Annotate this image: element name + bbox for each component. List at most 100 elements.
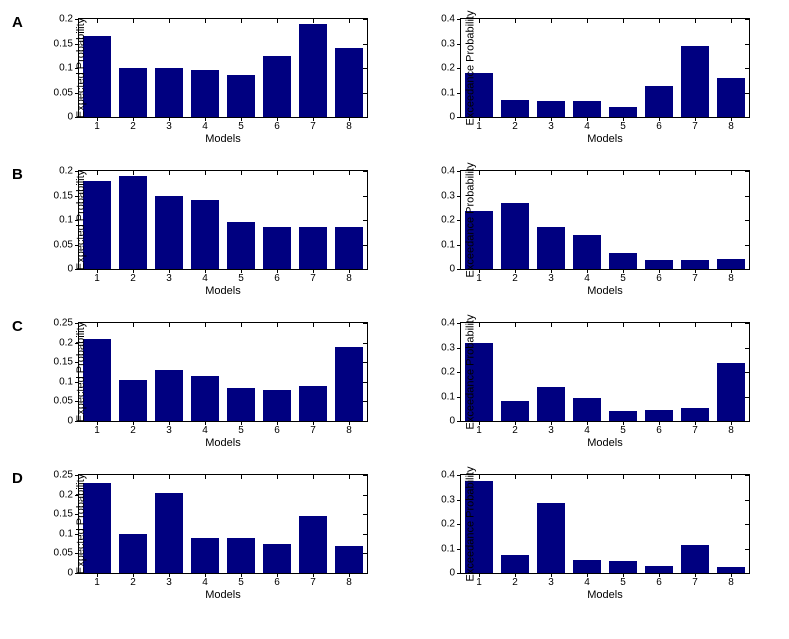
y-tick xyxy=(363,475,367,476)
y-tick xyxy=(363,117,367,118)
row-label: C xyxy=(12,318,23,335)
bar xyxy=(717,259,746,269)
x-tick-label: 2 xyxy=(512,425,518,436)
x-tick-label: 1 xyxy=(476,425,482,436)
y-tick xyxy=(363,171,367,172)
x-tick-label: 6 xyxy=(274,425,280,436)
x-tick-label: 2 xyxy=(512,273,518,284)
x-tick-label: 7 xyxy=(692,425,698,436)
x-tick-label: 1 xyxy=(476,121,482,132)
bar xyxy=(573,560,602,573)
x-tick xyxy=(169,171,170,175)
x-axis-label: Models xyxy=(587,285,622,297)
y-tick-label: 0 xyxy=(449,264,455,275)
x-tick-label: 6 xyxy=(656,121,662,132)
y-tick xyxy=(457,245,461,246)
bar xyxy=(119,68,148,117)
x-tick xyxy=(515,171,516,175)
x-tick-label: 1 xyxy=(476,577,482,588)
x-tick xyxy=(97,475,98,479)
x-tick xyxy=(515,475,516,479)
y-tick-label: 0 xyxy=(449,416,455,427)
x-tick-label: 5 xyxy=(620,121,626,132)
x-tick xyxy=(313,19,314,23)
x-tick xyxy=(623,323,624,327)
x-tick-label: 5 xyxy=(620,273,626,284)
bar xyxy=(681,545,710,573)
x-tick-label: 1 xyxy=(94,273,100,284)
y-tick xyxy=(457,573,461,574)
bar xyxy=(119,176,148,269)
bar-chart-panel: 1234567800.10.20.30.4ModelsExceedance Pr… xyxy=(460,18,750,118)
x-tick xyxy=(205,323,206,327)
bar-chart-panel: 1234567800.10.20.30.4ModelsExceedance Pr… xyxy=(460,474,750,574)
x-tick-label: 8 xyxy=(728,425,734,436)
y-tick xyxy=(363,421,367,422)
bar xyxy=(645,410,674,421)
bar xyxy=(573,235,602,269)
x-tick xyxy=(587,323,588,327)
x-tick xyxy=(695,323,696,327)
y-tick-label: 0.2 xyxy=(59,337,73,348)
x-tick xyxy=(551,475,552,479)
y-tick xyxy=(745,323,749,324)
y-tick xyxy=(457,220,461,221)
y-axis-label: Expected Probability xyxy=(75,322,87,422)
y-tick xyxy=(745,524,749,525)
y-tick-label: 0.05 xyxy=(54,239,73,250)
y-tick xyxy=(457,372,461,373)
bar-chart-panel: 1234567800.10.20.30.4ModelsExceedance Pr… xyxy=(460,322,750,422)
x-tick xyxy=(241,475,242,479)
y-tick xyxy=(457,500,461,501)
y-tick xyxy=(457,19,461,20)
y-tick-label: 0.2 xyxy=(441,215,455,226)
y-tick xyxy=(363,196,367,197)
x-tick-label: 1 xyxy=(476,273,482,284)
y-axis-label: Exceedance Probability xyxy=(464,163,476,278)
y-tick-label: 0.1 xyxy=(441,543,455,554)
y-tick xyxy=(457,549,461,550)
y-tick xyxy=(363,269,367,270)
bar xyxy=(609,561,638,573)
x-tick xyxy=(313,323,314,327)
bar xyxy=(299,24,328,117)
y-tick xyxy=(363,401,367,402)
plot-area: 1234567800.10.20.30.4ModelsExceedance Pr… xyxy=(460,170,750,270)
x-tick-label: 3 xyxy=(548,577,554,588)
bar xyxy=(119,380,148,421)
y-axis-label: Expected Probability xyxy=(75,18,87,118)
x-tick xyxy=(731,171,732,175)
x-tick-label: 7 xyxy=(310,121,316,132)
bar xyxy=(299,227,328,269)
y-axis-label: Expected Probability xyxy=(75,474,87,574)
chart-row: B1234567800.050.10.150.2ModelsExpected P… xyxy=(0,170,789,270)
y-tick xyxy=(363,553,367,554)
y-tick xyxy=(745,500,749,501)
bar xyxy=(155,196,184,270)
bar xyxy=(645,260,674,269)
x-tick-label: 3 xyxy=(166,425,172,436)
bar xyxy=(191,538,220,573)
bar xyxy=(645,86,674,117)
y-tick xyxy=(363,220,367,221)
bar xyxy=(227,538,256,573)
x-tick-label: 4 xyxy=(202,273,208,284)
plot-area: 1234567800.10.20.30.4ModelsExceedance Pr… xyxy=(460,474,750,574)
x-tick-label: 5 xyxy=(238,425,244,436)
y-tick xyxy=(363,534,367,535)
row-label: D xyxy=(12,470,23,487)
x-axis-label: Models xyxy=(205,589,240,601)
x-tick-label: 3 xyxy=(166,121,172,132)
bar-chart-panel: 1234567800.050.10.150.2ModelsExpected Pr… xyxy=(78,18,368,118)
y-axis-label: Expected Probability xyxy=(75,170,87,270)
y-tick xyxy=(745,475,749,476)
y-tick-label: 0.1 xyxy=(441,391,455,402)
x-tick xyxy=(241,19,242,23)
y-tick-label: 0.2 xyxy=(59,489,73,500)
y-tick xyxy=(457,44,461,45)
y-tick xyxy=(363,362,367,363)
y-tick-label: 0 xyxy=(449,112,455,123)
x-tick-label: 2 xyxy=(512,121,518,132)
x-tick-label: 1 xyxy=(94,425,100,436)
y-tick-label: 0.3 xyxy=(441,494,455,505)
